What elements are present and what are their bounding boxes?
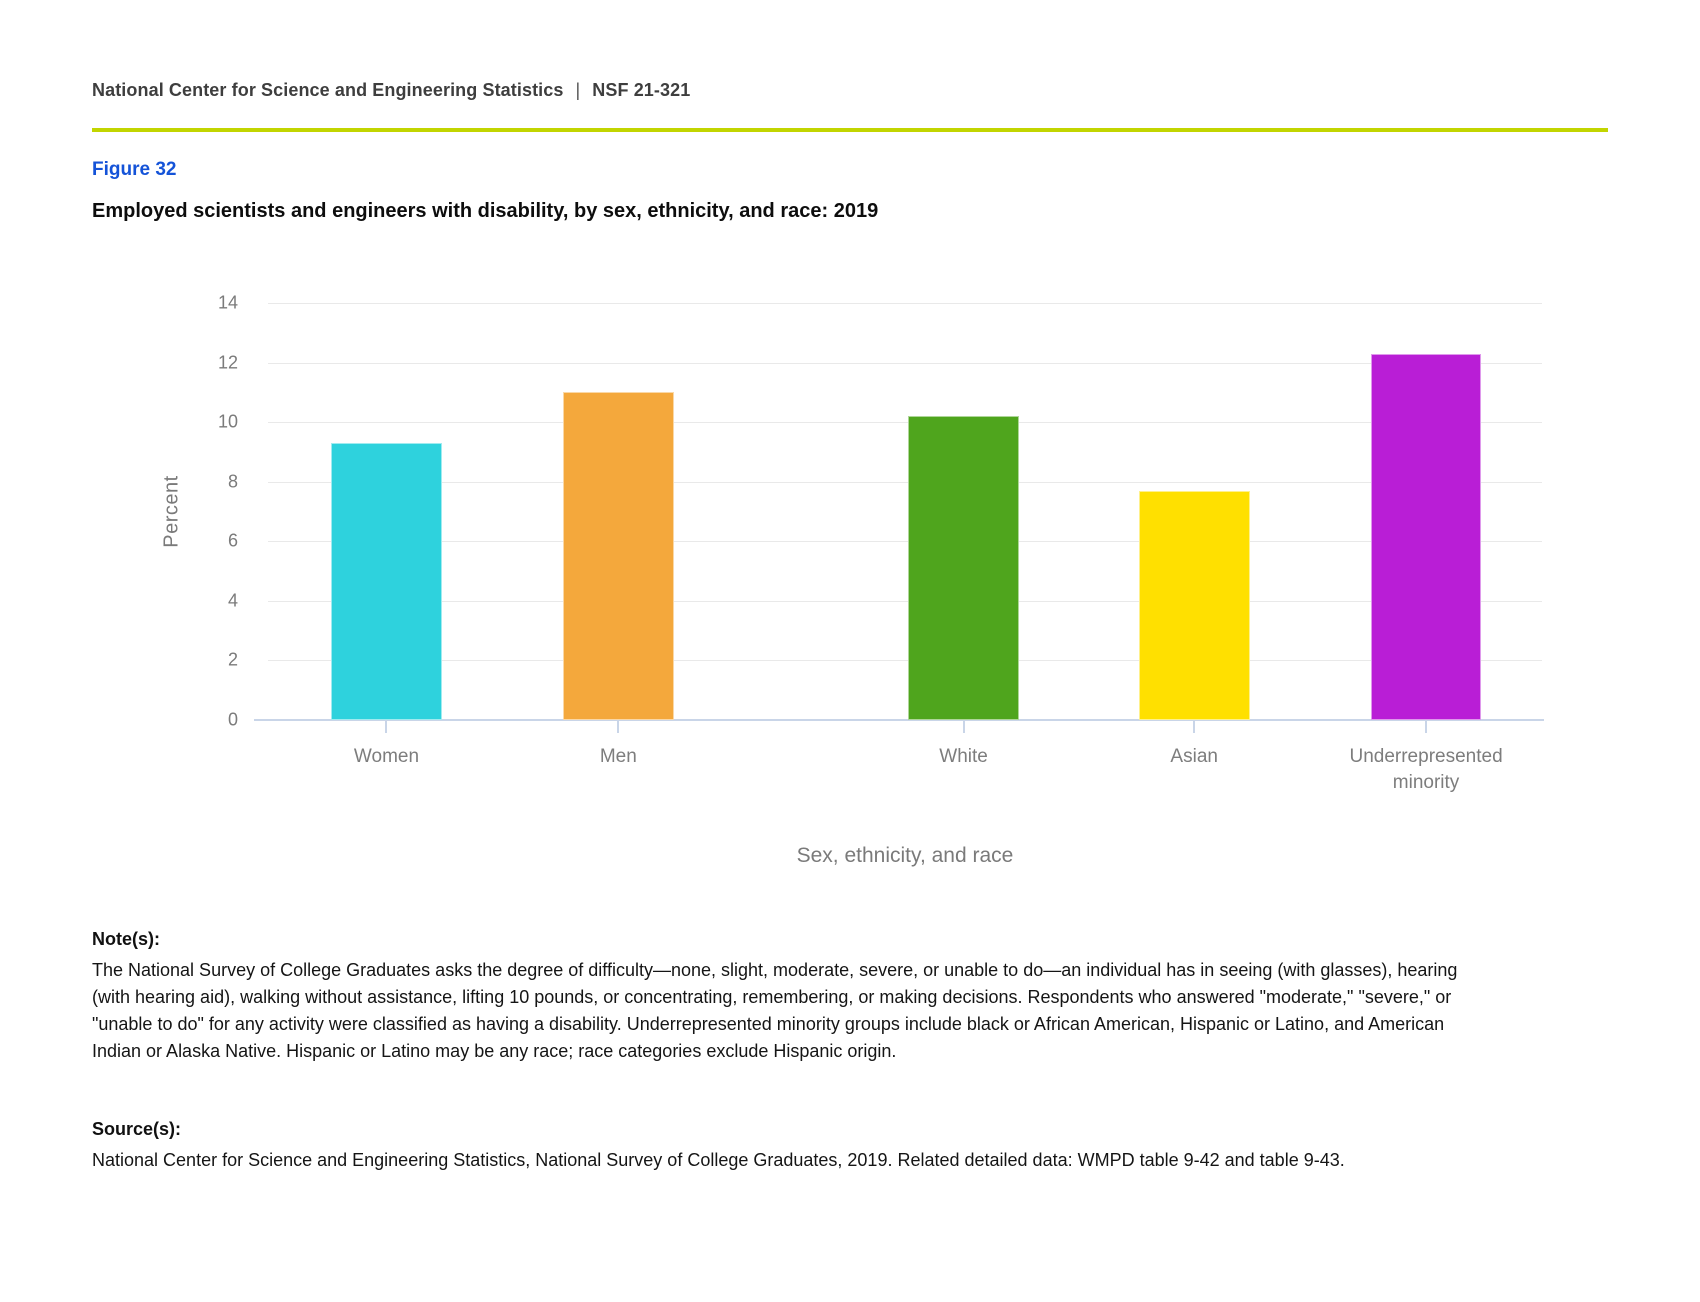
gridline-10	[268, 422, 1542, 424]
notes-label: Note(s):	[92, 929, 160, 949]
x-tick-label-women: Women	[353, 746, 420, 767]
bar-asian	[1138, 490, 1250, 720]
bar-white	[908, 416, 1019, 720]
gridline-12	[268, 362, 1542, 364]
x-tick-label-white: White	[939, 746, 988, 767]
sources-text: National Center for Science and Engineer…	[92, 1150, 1345, 1170]
divider-rule	[92, 128, 1608, 132]
x-tick-label-asian: Asian	[1170, 746, 1218, 767]
y-tick-label-4: 4	[227, 590, 238, 611]
x-tick-label-underrepresented-minority: Underrepresented minority	[1349, 746, 1503, 793]
y-tick-label-10: 10	[217, 411, 238, 432]
notes-text: The National Survey of College Graduates…	[92, 960, 1458, 1061]
org-name: National Center for Science and Engineer…	[92, 80, 564, 100]
x-axis-line	[254, 719, 1544, 721]
x-tick-white	[962, 720, 965, 733]
y-tick-label-14: 14	[217, 292, 238, 313]
gridline-8	[268, 481, 1542, 483]
x-tick-underrepresented-minority	[1425, 720, 1428, 733]
x-tick-men	[617, 720, 620, 733]
bar-women	[331, 443, 442, 720]
bar-men	[562, 392, 674, 720]
x-tick-asian	[1193, 720, 1196, 733]
y-tick-label-2: 2	[227, 649, 238, 670]
gridline-14	[268, 303, 1542, 304]
bar-underrepresented-minority	[1370, 353, 1482, 720]
document-header: National Center for Science and Engineer…	[92, 80, 690, 101]
header-separator: |	[575, 80, 581, 100]
x-tick-women	[385, 720, 388, 733]
figure-label: Figure 32	[92, 159, 177, 180]
y-tick-label-12: 12	[217, 352, 238, 373]
report-number: NSF 21-321	[592, 80, 691, 100]
gridline-2	[268, 660, 1542, 662]
gridline-6	[268, 541, 1542, 543]
y-tick-label-0: 0	[227, 709, 238, 730]
y-tick-label-8: 8	[227, 471, 238, 492]
plot-area: 0 2 4 6 8 10 12 14 Women Men White Asian Underrepres…	[218, 293, 1544, 793]
x-tick-label-men: Men	[599, 746, 637, 767]
gridline-4	[268, 600, 1542, 602]
chart-title: Employed scientists and engineers with d…	[92, 200, 879, 222]
y-tick-label-6: 6	[227, 530, 238, 551]
sources-label: Source(s):	[92, 1119, 182, 1139]
x-axis-title: Sex, ethnicity, and race	[796, 844, 1014, 867]
